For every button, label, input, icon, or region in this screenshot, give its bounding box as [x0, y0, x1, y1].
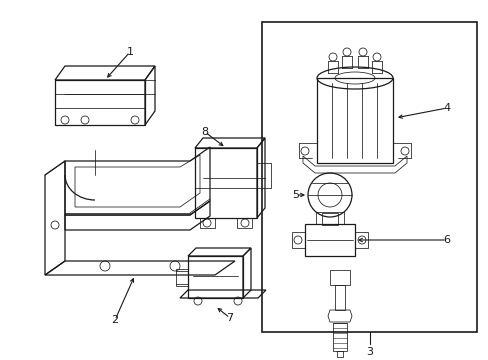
Text: 5: 5 — [292, 190, 299, 200]
Text: 3: 3 — [365, 347, 372, 357]
Bar — [334, 285, 345, 310]
Bar — [329, 270, 349, 285]
Bar — [187, 256, 243, 298]
Bar — [291, 232, 305, 248]
Bar — [316, 78, 392, 163]
Bar — [237, 218, 251, 228]
Bar — [55, 80, 145, 125]
Bar — [262, 22, 476, 332]
Text: 4: 4 — [443, 103, 449, 113]
Bar — [354, 232, 367, 248]
Text: 7: 7 — [226, 313, 233, 323]
Bar — [315, 212, 343, 224]
Bar — [332, 323, 346, 351]
Text: 1: 1 — [126, 47, 133, 57]
Text: 8: 8 — [201, 127, 208, 137]
Text: 2: 2 — [111, 315, 118, 325]
Text: 6: 6 — [443, 235, 449, 245]
Bar — [336, 351, 342, 357]
Bar — [257, 163, 270, 188]
Bar — [195, 148, 257, 218]
Bar — [176, 269, 187, 286]
Bar — [321, 213, 337, 225]
Bar — [200, 218, 215, 228]
Bar — [305, 224, 354, 256]
